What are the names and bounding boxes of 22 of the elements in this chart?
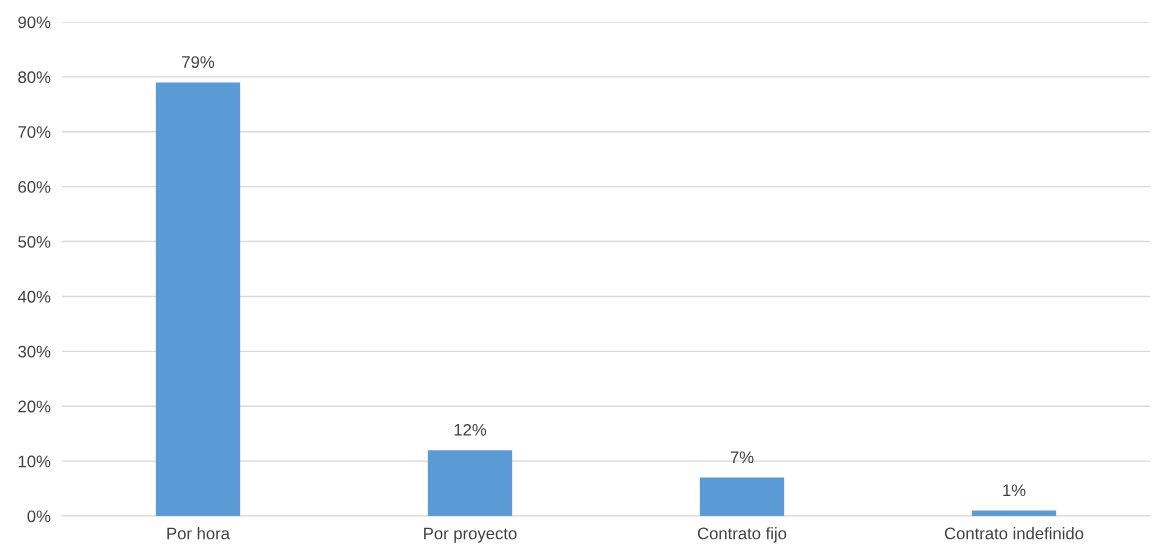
x-tick-label: Contrato fijo: [697, 527, 787, 543]
bar: [427, 450, 513, 516]
bar: [971, 510, 1057, 516]
y-tick-label: 10%: [18, 455, 51, 468]
y-tick-label: 30%: [18, 345, 51, 358]
x-tick-label: Por proyecto: [424, 527, 517, 543]
data-label: 79%: [182, 56, 215, 68]
y-tick-label: 0%: [27, 510, 51, 523]
bar: [155, 82, 241, 516]
bar: [699, 477, 785, 516]
y-tick-label: 50%: [18, 235, 51, 248]
y-tick-label: 80%: [18, 71, 51, 84]
y-tick-label: 20%: [18, 400, 51, 413]
y-tick-label: 90%: [18, 16, 51, 29]
y-tick-label: 40%: [17, 290, 51, 303]
x-tick-label: Contrato indefinido: [944, 527, 1084, 540]
y-tick-label: 60%: [18, 181, 51, 193]
data-label: 12%: [454, 423, 487, 436]
data-label: 7%: [730, 451, 754, 464]
y-tick-label: 70%: [18, 126, 51, 138]
data-label: 1%: [1003, 484, 1026, 497]
x-tick-label: Por hora: [167, 527, 230, 540]
